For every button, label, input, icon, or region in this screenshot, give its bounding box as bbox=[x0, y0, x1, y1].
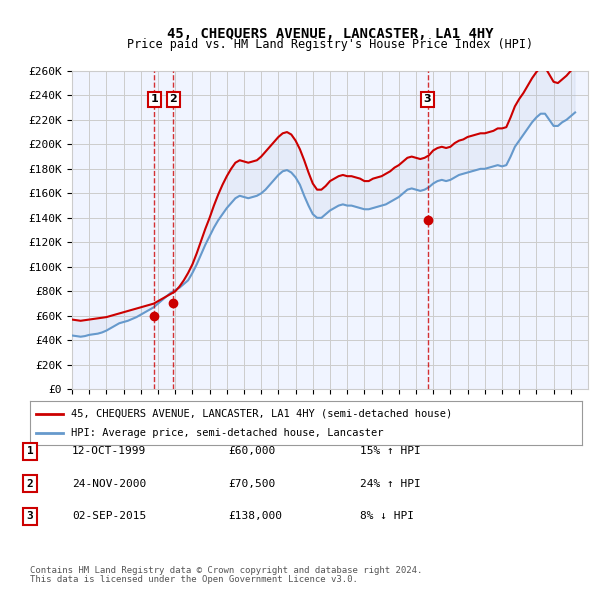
Text: 2: 2 bbox=[26, 479, 34, 489]
Text: This data is licensed under the Open Government Licence v3.0.: This data is licensed under the Open Gov… bbox=[30, 575, 358, 584]
Text: 2: 2 bbox=[170, 94, 178, 104]
Text: 24% ↑ HPI: 24% ↑ HPI bbox=[360, 479, 421, 489]
Text: 1: 1 bbox=[151, 94, 158, 104]
Text: 45, CHEQUERS AVENUE, LANCASTER, LA1 4HY (semi-detached house): 45, CHEQUERS AVENUE, LANCASTER, LA1 4HY … bbox=[71, 409, 452, 418]
Text: 45, CHEQUERS AVENUE, LANCASTER, LA1 4HY: 45, CHEQUERS AVENUE, LANCASTER, LA1 4HY bbox=[167, 27, 493, 41]
Text: 8% ↓ HPI: 8% ↓ HPI bbox=[360, 512, 414, 521]
Text: 24-NOV-2000: 24-NOV-2000 bbox=[72, 479, 146, 489]
Text: 1: 1 bbox=[26, 447, 34, 456]
Text: Contains HM Land Registry data © Crown copyright and database right 2024.: Contains HM Land Registry data © Crown c… bbox=[30, 566, 422, 575]
Text: 12-OCT-1999: 12-OCT-1999 bbox=[72, 447, 146, 456]
Text: 3: 3 bbox=[424, 94, 431, 104]
Text: 3: 3 bbox=[26, 512, 34, 521]
Text: 15% ↑ HPI: 15% ↑ HPI bbox=[360, 447, 421, 456]
Text: HPI: Average price, semi-detached house, Lancaster: HPI: Average price, semi-detached house,… bbox=[71, 428, 384, 438]
Text: £138,000: £138,000 bbox=[228, 512, 282, 521]
Text: £60,000: £60,000 bbox=[228, 447, 275, 456]
Text: 02-SEP-2015: 02-SEP-2015 bbox=[72, 512, 146, 521]
Text: £70,500: £70,500 bbox=[228, 479, 275, 489]
Text: Price paid vs. HM Land Registry's House Price Index (HPI): Price paid vs. HM Land Registry's House … bbox=[127, 38, 533, 51]
